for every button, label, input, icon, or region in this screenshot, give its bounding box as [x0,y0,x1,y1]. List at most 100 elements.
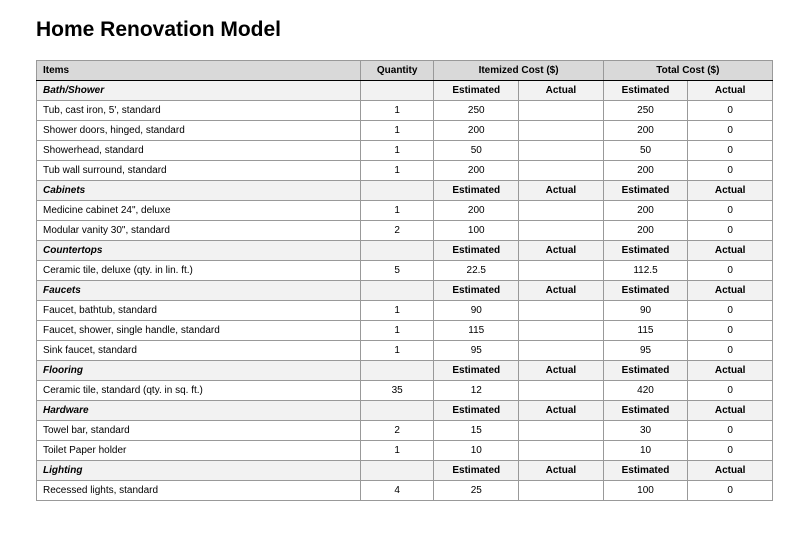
table-row: Modular vanity 30", standard21002000 [37,221,773,241]
section-name: Hardware [37,401,361,421]
cell-qty: 1 [360,441,434,461]
section-header-row: LightingEstimatedActualEstimatedActual [37,461,773,481]
renovation-table: Items Quantity Itemized Cost ($) Total C… [36,60,773,501]
cell-item: Faucet, shower, single handle, standard [37,321,361,341]
header-items: Items [37,61,361,81]
cell-item: Shower doors, hinged, standard [37,121,361,141]
cell-qty: 2 [360,221,434,241]
section-sub-actual: Actual [519,81,604,101]
section-sub-actual: Actual [688,181,773,201]
cell-total-estimated: 100 [603,481,688,501]
cell-total-actual: 0 [688,101,773,121]
cell-itemized-actual [519,121,604,141]
section-sub-estimated: Estimated [603,281,688,301]
cell-itemized-estimated: 12 [434,381,519,401]
cell-item: Modular vanity 30", standard [37,221,361,241]
section-sub-actual: Actual [519,401,604,421]
section-sub-actual: Actual [688,401,773,421]
cell-item: Toilet Paper holder [37,441,361,461]
cell-total-estimated: 30 [603,421,688,441]
section-sub-estimated: Estimated [603,241,688,261]
section-sub-estimated: Estimated [434,181,519,201]
page-title: Home Renovation Model [36,18,773,42]
cell-itemized-actual [519,341,604,361]
section-sub-estimated: Estimated [603,461,688,481]
cell-itemized-estimated: 200 [434,161,519,181]
cell-total-estimated: 200 [603,221,688,241]
cell-qty: 1 [360,161,434,181]
cell-qty: 5 [360,261,434,281]
cell-total-estimated: 200 [603,121,688,141]
section-name: Lighting [37,461,361,481]
section-header-row: HardwareEstimatedActualEstimatedActual [37,401,773,421]
cell-total-actual: 0 [688,201,773,221]
table-row: Ceramic tile, standard (qty. in sq. ft.)… [37,381,773,401]
table-row: Towel bar, standard215300 [37,421,773,441]
cell-qty: 1 [360,201,434,221]
section-sub-estimated: Estimated [603,181,688,201]
cell-itemized-estimated: 95 [434,341,519,361]
table-row: Sink faucet, standard195950 [37,341,773,361]
section-sub-estimated: Estimated [603,361,688,381]
section-header-row: Bath/ShowerEstimatedActualEstimatedActua… [37,81,773,101]
section-sub-actual: Actual [688,281,773,301]
cell-total-estimated: 95 [603,341,688,361]
table-row: Ceramic tile, deluxe (qty. in lin. ft.)5… [37,261,773,281]
cell-total-estimated: 200 [603,161,688,181]
cell-total-estimated: 250 [603,101,688,121]
cell-total-estimated: 112.5 [603,261,688,281]
section-sub-estimated: Estimated [434,361,519,381]
cell-itemized-actual [519,201,604,221]
cell-qty: 2 [360,421,434,441]
section-sub-actual: Actual [519,461,604,481]
header-itemized-cost: Itemized Cost ($) [434,61,603,81]
section-sub-actual: Actual [688,241,773,261]
cell-itemized-actual [519,221,604,241]
cell-itemized-actual [519,261,604,281]
section-sub-actual: Actual [519,281,604,301]
section-name: Countertops [37,241,361,261]
section-name: Flooring [37,361,361,381]
cell-itemized-estimated: 100 [434,221,519,241]
cell-qty: 4 [360,481,434,501]
section-name: Faucets [37,281,361,301]
header-quantity: Quantity [360,61,434,81]
table-row: Faucet, bathtub, standard190900 [37,301,773,321]
cell-total-actual: 0 [688,321,773,341]
cell-itemized-estimated: 200 [434,121,519,141]
cell-itemized-actual [519,321,604,341]
cell-itemized-estimated: 90 [434,301,519,321]
cell-item: Ceramic tile, deluxe (qty. in lin. ft.) [37,261,361,281]
cell-total-estimated: 50 [603,141,688,161]
cell-total-actual: 0 [688,341,773,361]
cell-total-actual: 0 [688,441,773,461]
cell-itemized-actual [519,421,604,441]
cell-total-actual: 0 [688,141,773,161]
section-qty-blank [360,281,434,301]
header-row-main: Items Quantity Itemized Cost ($) Total C… [37,61,773,81]
section-qty-blank [360,241,434,261]
cell-itemized-actual [519,301,604,321]
section-qty-blank [360,81,434,101]
cell-itemized-estimated: 10 [434,441,519,461]
cell-itemized-estimated: 115 [434,321,519,341]
cell-itemized-estimated: 25 [434,481,519,501]
section-header-row: FaucetsEstimatedActualEstimatedActual [37,281,773,301]
section-sub-actual: Actual [688,81,773,101]
cell-total-actual: 0 [688,381,773,401]
cell-qty: 1 [360,141,434,161]
cell-item: Medicine cabinet 24", deluxe [37,201,361,221]
cell-qty: 1 [360,301,434,321]
cell-total-actual: 0 [688,421,773,441]
section-sub-estimated: Estimated [434,401,519,421]
cell-itemized-estimated: 50 [434,141,519,161]
section-qty-blank [360,181,434,201]
cell-itemized-estimated: 15 [434,421,519,441]
table-row: Recessed lights, standard4251000 [37,481,773,501]
cell-total-estimated: 420 [603,381,688,401]
cell-total-actual: 0 [688,261,773,281]
table-row: Toilet Paper holder110100 [37,441,773,461]
cell-item: Tub wall surround, standard [37,161,361,181]
cell-itemized-actual [519,141,604,161]
cell-itemized-actual [519,161,604,181]
